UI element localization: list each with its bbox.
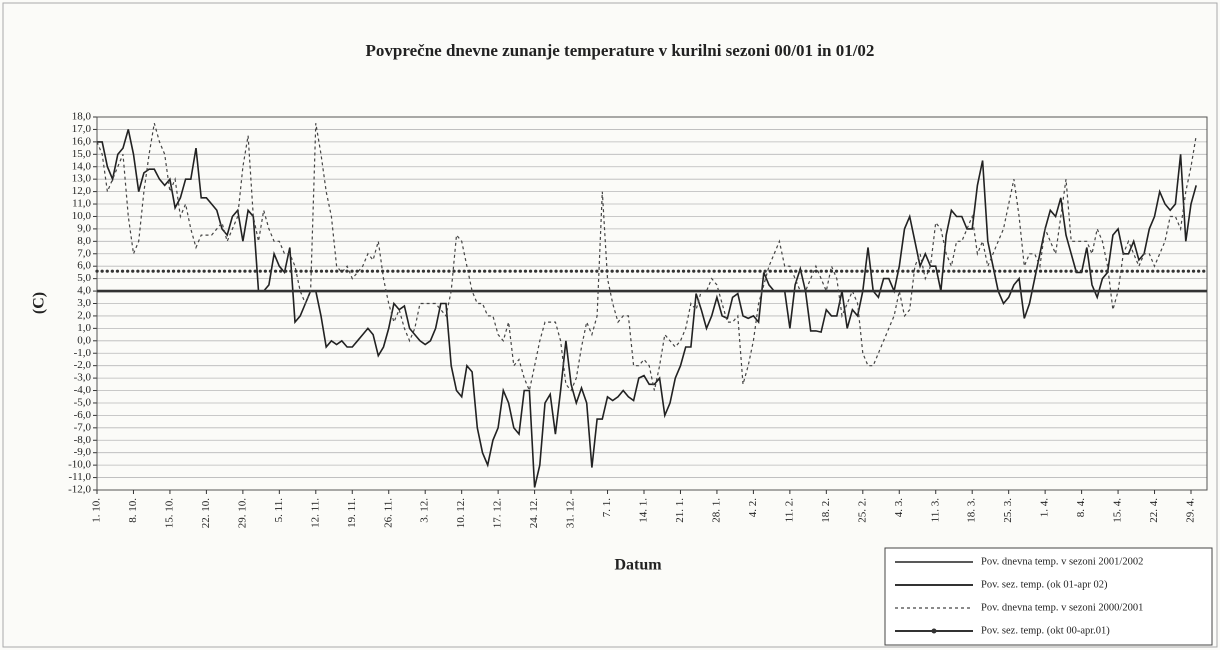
- y-tick-label: -11,0: [68, 471, 91, 483]
- y-tick-label: -2,0: [74, 359, 92, 371]
- x-tick-label: 14. 1.: [638, 498, 650, 523]
- x-axis-title: Datum: [614, 557, 662, 574]
- plot-frame: [96, 116, 1208, 491]
- x-tick-label: 18. 3.: [966, 498, 978, 523]
- x-tick-label: 24. 12.: [528, 498, 540, 529]
- y-tick-label: 11,0: [72, 198, 91, 210]
- x-tick-label: 29. 10.: [236, 498, 248, 529]
- x-tick-label: 8. 10.: [127, 498, 139, 523]
- y-tick-label: 4,0: [77, 285, 91, 297]
- x-tick-label: 29. 4.: [1185, 498, 1197, 523]
- series-line: [97, 129, 1197, 488]
- y-tick-label: -12,0: [68, 484, 91, 496]
- y-tick-label: 5,0: [77, 272, 91, 284]
- y-tick-label: -10,0: [68, 459, 91, 471]
- x-tick-label: 21. 1.: [674, 498, 686, 523]
- x-tick-label: 8. 4.: [1075, 498, 1087, 518]
- x-tick-label: 15. 10.: [163, 498, 175, 529]
- y-tick-label: 8,0: [77, 235, 91, 247]
- x-tick-label: 25. 3.: [1002, 498, 1014, 523]
- legend-label: Pov. sez. temp. (okt 00-apr.01): [981, 625, 1110, 636]
- y-axis-title: (C): [31, 292, 48, 314]
- x-tick-label: 25. 2.: [856, 498, 868, 523]
- y-tick-label: 16,0: [72, 135, 92, 147]
- x-tick-label: 4. 2.: [747, 498, 759, 518]
- x-tick-label: 1. 10.: [91, 498, 103, 523]
- y-tick-label: -6,0: [74, 409, 92, 421]
- y-tick-label: 2,0: [77, 309, 91, 321]
- y-tick-label: -9,0: [74, 446, 92, 458]
- legend-label: Pov. sez. temp. (ok 01-apr 02): [981, 579, 1108, 590]
- x-tick-label: 22. 4.: [1148, 498, 1160, 523]
- x-tick-label: 1. 4.: [1039, 498, 1051, 518]
- y-tick-label: 9,0: [77, 222, 91, 234]
- x-tick-label: 3. 12.: [419, 498, 431, 523]
- x-tick-label: 4. 3.: [893, 498, 905, 518]
- legend-marker: [931, 628, 937, 634]
- x-tick-label: 18. 2.: [820, 498, 832, 523]
- x-tick-label: 31. 12.: [565, 498, 577, 529]
- legend-box: [884, 547, 1213, 646]
- chart-title: Povprečne dnevne zunanje temperature v k…: [366, 41, 875, 60]
- y-tick-label: 18,0: [72, 111, 92, 123]
- x-tick-label: 22. 10.: [200, 498, 212, 529]
- series-line: [96, 123, 1197, 393]
- y-tick-label: -4,0: [74, 384, 92, 396]
- y-tick-label: 13,0: [72, 173, 92, 185]
- y-tick-label: 3,0: [77, 297, 91, 309]
- y-tick-label: -1,0: [74, 347, 92, 359]
- x-tick-label: 12. 11.: [309, 498, 321, 528]
- y-tick-label: 15,0: [72, 148, 92, 160]
- x-tick-label: 26. 11.: [382, 498, 394, 528]
- x-tick-label: 10. 12.: [455, 498, 467, 529]
- y-tick-label: 12,0: [72, 185, 92, 197]
- legend-label: Pov. dnevna temp. v sezoni 2000/2001: [981, 602, 1143, 613]
- x-tick-label: 11. 3.: [929, 498, 941, 523]
- x-tick-label: 19. 11.: [346, 498, 358, 528]
- legend-label: Pov. dnevna temp. v sezoni 2001/2002: [981, 556, 1143, 567]
- y-tick-label: -3,0: [74, 372, 92, 384]
- y-tick-label: 1,0: [77, 322, 91, 334]
- y-tick-label: 0,0: [77, 334, 91, 346]
- y-tick-label: -5,0: [74, 396, 92, 408]
- y-tick-label: 10,0: [72, 210, 92, 222]
- x-tick-label: 17. 12.: [492, 498, 504, 529]
- x-tick-label: 7. 1.: [601, 498, 613, 518]
- y-tick-label: -8,0: [74, 434, 92, 446]
- y-tick-label: 17,0: [72, 123, 92, 135]
- y-tick-label: 6,0: [77, 260, 91, 272]
- x-tick-label: 15. 4.: [1112, 498, 1124, 523]
- y-tick-label: -7,0: [74, 421, 92, 433]
- x-tick-label: 28. 1.: [710, 498, 722, 523]
- y-tick-label: 7,0: [77, 247, 91, 259]
- x-tick-label: 5. 11.: [273, 498, 285, 523]
- x-tick-label: 11. 2.: [783, 498, 795, 523]
- y-tick-label: 14,0: [72, 160, 92, 172]
